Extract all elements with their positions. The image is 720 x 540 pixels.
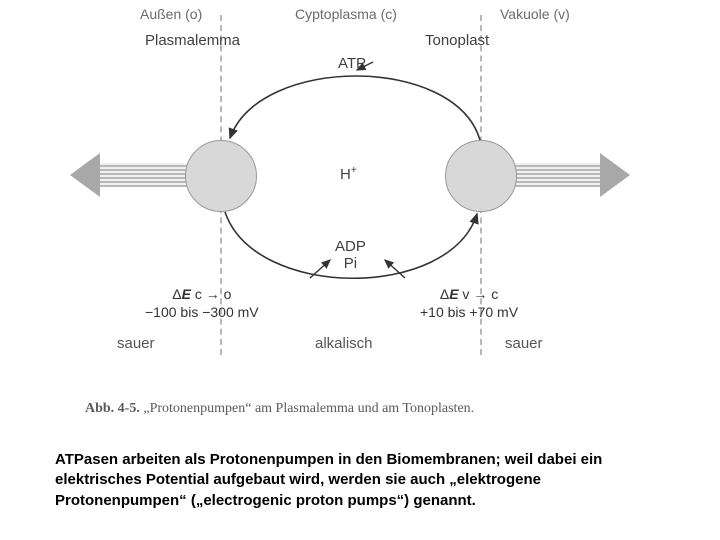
- ph-left: sauer: [117, 335, 155, 352]
- delta-e-right: ΔE v → c +10 bis +70 mV: [420, 285, 518, 321]
- label-cytoplasm: Cyptoplasma (c): [295, 6, 397, 22]
- figure-caption: Abb. 4-5. „Protonenpumpen“ am Plasmalemm…: [85, 400, 545, 419]
- arrow-right-band: [505, 163, 605, 187]
- pump-circle-plasmalemma: [185, 140, 257, 212]
- ph-mid: alkalisch: [315, 335, 373, 352]
- arrow-left-head-icon: [70, 153, 100, 197]
- label-atp: ATP: [338, 55, 366, 72]
- label-vacuole: Vakuole (v): [500, 6, 570, 22]
- main-description: ATPasen arbeiten als Protonenpumpen in d…: [55, 450, 665, 511]
- label-outside: Außen (o): [140, 6, 202, 22]
- ph-right: sauer: [505, 335, 543, 352]
- label-plasmalemma: Plasmalemma: [145, 32, 240, 49]
- label-tonoplast: Tonoplast: [425, 32, 489, 49]
- pump-circle-tonoplast: [445, 140, 517, 212]
- delta-e-left: ΔE c → o −100 bis −300 mV: [145, 285, 259, 321]
- arrow-right-head-icon: [600, 153, 630, 197]
- label-hplus: H+: [340, 165, 357, 183]
- label-adp-pi: ADPPi: [335, 238, 366, 273]
- diagram-area: Außen (o) Cyptoplasma (c) Vakuole (v) Pl…: [85, 0, 635, 380]
